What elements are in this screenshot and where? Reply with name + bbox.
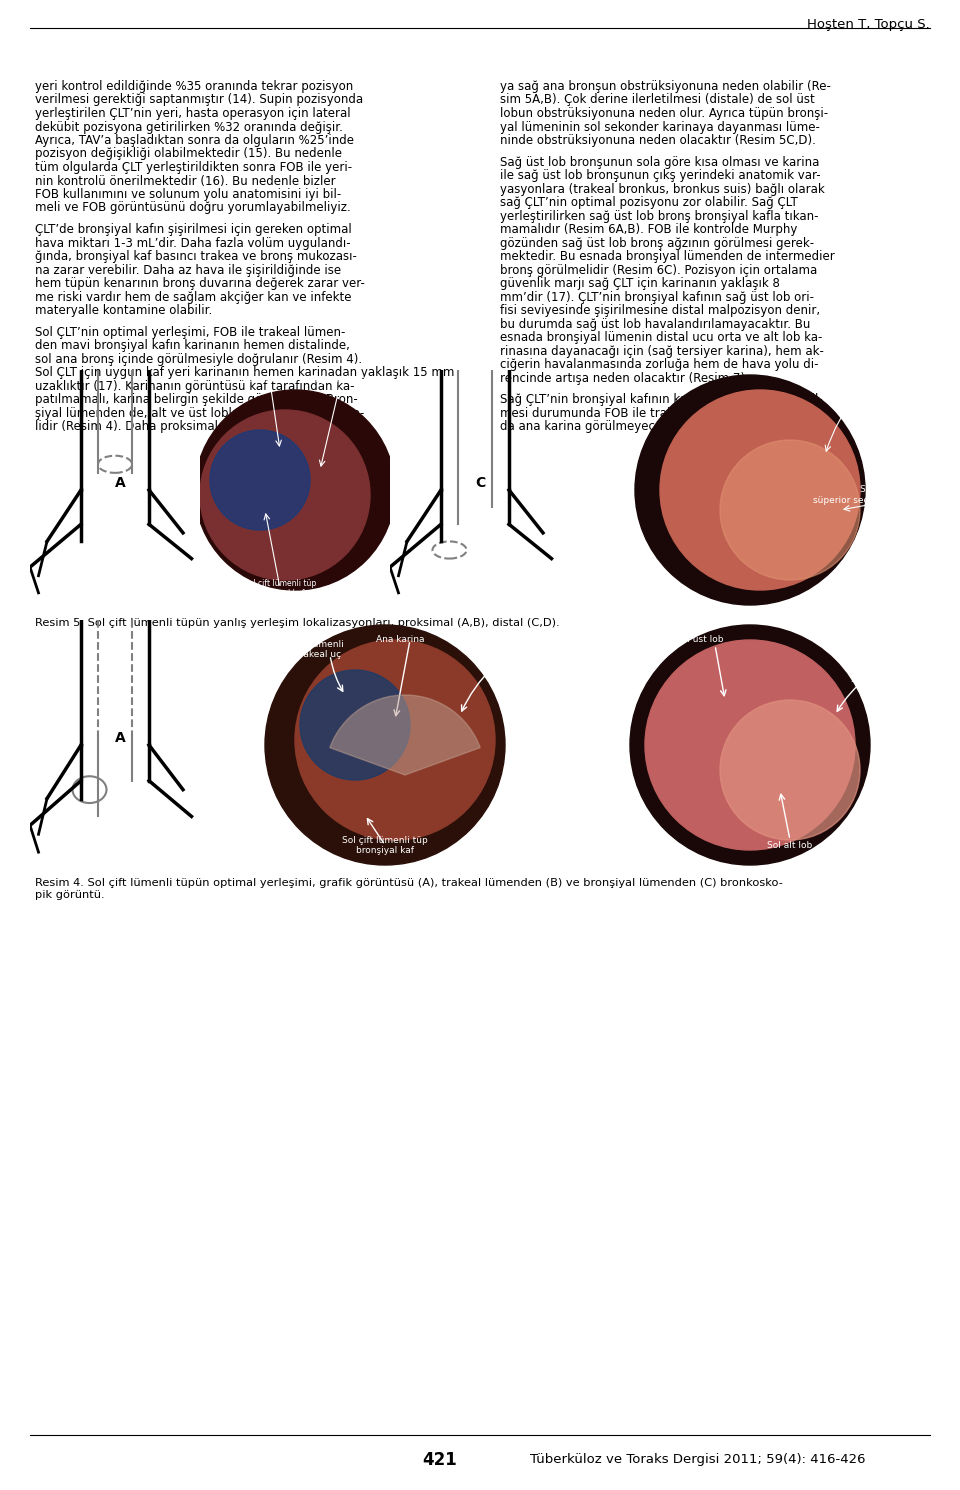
Text: yal lümeninin sol sekonder karinaya dayanması lüme-: yal lümeninin sol sekonder karinaya daya…: [500, 121, 820, 134]
Circle shape: [295, 641, 495, 840]
Text: A: A: [115, 732, 126, 745]
Text: esnada bronşiyal lümenin distal ucu orta ve alt lob ka-: esnada bronşiyal lümenin distal ucu orta…: [500, 331, 823, 344]
Text: D: D: [570, 586, 582, 600]
Circle shape: [200, 410, 370, 580]
Text: den mavi bronşiyal kafın karinanın hemen distalinde,: den mavi bronşiyal kafın karinanın hemen…: [35, 340, 349, 352]
Text: yerleştirilen ÇLT’nin yeri, hasta operasyon için lateral: yerleştirilen ÇLT’nin yeri, hasta operas…: [35, 107, 350, 121]
Text: tüm olgularda ÇLT yerleştirildikten sonra FOB ile yeri-: tüm olgularda ÇLT yerleştirildikten sonr…: [35, 161, 352, 174]
Text: Sol alt lob
süperior segmentler: Sol alt lob süperior segmentler: [813, 486, 905, 505]
Text: Sol alt lob
bazal segmentler: Sol alt lob bazal segmentler: [830, 380, 909, 399]
Text: Sol sekonder
karina: Sol sekonder karina: [851, 675, 909, 694]
Text: Sol çift lümenli tüp
bronşiyal kaf: Sol çift lümenli tüp bronşiyal kaf: [342, 836, 428, 855]
Circle shape: [195, 390, 395, 590]
Text: Sağ ana bronş: Sağ ana bronş: [310, 375, 371, 384]
Text: Tüberküloz ve Toraks Dergisi 2011; 59(4): 416-426: Tüberküloz ve Toraks Dergisi 2011; 59(4)…: [530, 1454, 866, 1466]
Text: me riski vardır hem de sağlam akçiğer kan ve infekte: me riski vardır hem de sağlam akçiğer ka…: [35, 291, 351, 304]
Text: C: C: [475, 475, 485, 490]
Text: sol ana bronş içinde görülmesiyle doğrulanır (Resim 4).: sol ana bronş içinde görülmesiyle doğrul…: [35, 353, 362, 365]
Text: pozisyon değişikliği olabilmektedir (15). Bu nedenle: pozisyon değişikliği olabilmektedir (15)…: [35, 148, 342, 161]
Text: Ana karina: Ana karina: [237, 375, 282, 384]
Text: mm’dir (17). ÇLT’nin bronşiyal kafının sağ üst lob ori-: mm’dir (17). ÇLT’nin bronşiyal kafının s…: [500, 291, 814, 304]
Circle shape: [660, 390, 860, 590]
Text: ğında, bronşiyal kaf basıncı trakea ve bronş mukozası-: ğında, bronşiyal kaf basıncı trakea ve b…: [35, 250, 357, 264]
Text: yeri kontrol edildiğinde %35 oranında tekrar pozisyon: yeri kontrol edildiğinde %35 oranında te…: [35, 80, 353, 92]
Circle shape: [210, 431, 310, 530]
Text: hava miktarı 1-3 mL’dir. Daha fazla volüm uygulandı-: hava miktarı 1-3 mL’dir. Daha fazla volü…: [35, 237, 350, 250]
Text: materyalle kontamine olabilir.: materyalle kontamine olabilir.: [35, 304, 212, 317]
Text: mektedir. Bu esnada bronşiyal lümenden de intermedier: mektedir. Bu esnada bronşiyal lümenden d…: [500, 250, 835, 264]
Text: B: B: [210, 586, 221, 600]
Text: şiyal lümenden de, alt ve üst lobların orifisleri görülme-: şiyal lümenden de, alt ve üst lobların o…: [35, 407, 364, 420]
Text: yerleştirilirken sağ üst lob bronş bronşiyal kafla tıkan-: yerleştirilirken sağ üst lob bronş bronş…: [500, 210, 819, 222]
Text: na zarar verebilir. Daha az hava ile şişirildiğinde ise: na zarar verebilir. Daha az hava ile şiş…: [35, 264, 341, 277]
Text: ninde obstrüksiyonuna neden olacaktır (Resim 5C,D).: ninde obstrüksiyonuna neden olacaktır (R…: [500, 134, 816, 148]
Text: Sol üst lob: Sol üst lob: [676, 635, 724, 644]
Text: gözünden sağ üst lob bronş ağzının görülmesi gerek-: gözünden sağ üst lob bronş ağzının görül…: [500, 237, 814, 250]
Text: Resim 4. Sol çift lümenli tüpün optimal yerleşimi, grafik görüntüsü (A), trakeal: Resim 4. Sol çift lümenli tüpün optimal …: [35, 878, 782, 900]
Text: meli ve FOB görüntüsünü doğru yorumlayabilmeliyiz.: meli ve FOB görüntüsünü doğru yorumlayab…: [35, 201, 350, 215]
Text: Sol bronşiyal tüp
....distal uç: Sol bronşiyal tüp ....distal uç: [834, 635, 910, 654]
Circle shape: [720, 440, 860, 580]
Circle shape: [265, 624, 505, 866]
Circle shape: [645, 641, 855, 849]
Text: ya sağ ana bronşun obstrüksiyonuna neden olabilir (Re-: ya sağ ana bronşun obstrüksiyonuna neden…: [500, 80, 830, 92]
Text: 421: 421: [422, 1451, 457, 1469]
Text: bu durumda sağ üst lob havalandırılamayacaktır. Bu: bu durumda sağ üst lob havalandırılamaya…: [500, 317, 810, 331]
Circle shape: [720, 700, 860, 840]
Text: rinasına dayanacağı için (sağ tersiyer karina), hem ak-: rinasına dayanacağı için (sağ tersiyer k…: [500, 344, 824, 358]
Text: güvenlik marjı sağ ÇLT için karinanın yaklaşık 8: güvenlik marjı sağ ÇLT için karinanın ya…: [500, 277, 780, 291]
Text: mesi durumunda FOB ile trakeal lümenden bakıldığın-: mesi durumunda FOB ile trakeal lümenden …: [500, 407, 820, 420]
Text: ÇLT’de bronşiyal kafın şişirilmesi için gereken optimal: ÇLT’de bronşiyal kafın şişirilmesi için …: [35, 224, 351, 235]
Text: Sol alt lob: Sol alt lob: [767, 840, 812, 849]
Text: Ayrıca, TAV’a başladıktan sonra da olguların %25’inde: Ayrıca, TAV’a başladıktan sonra da olgul…: [35, 134, 354, 148]
Text: ile sağ üst lob bronşunun çıkş yerindeki anatomik var-: ile sağ üst lob bronşunun çıkş yerindeki…: [500, 168, 821, 182]
Text: uzaklıktır (17). Karinanın görüntüsü kaf tarafından ka-: uzaklıktır (17). Karinanın görüntüsü kaf…: [35, 380, 354, 393]
Text: nin kontrolü önerilmektedir (16). Bu nedenle bizler: nin kontrolü önerilmektedir (16). Bu ned…: [35, 174, 336, 188]
Text: Hoşten T, Topçu S.: Hoşten T, Topçu S.: [807, 18, 930, 31]
Text: Sol çift lümenli
tüp trakeal uç: Sol çift lümenli tüp trakeal uç: [276, 641, 344, 660]
Text: Sol çift lümenli tüp
bronşiyal kaf: Sol çift lümenli tüp bronşiyal kaf: [244, 578, 316, 597]
Text: Sağ ÇLT’nin bronşiyal kafının karina seviyesinde şişiril-: Sağ ÇLT’nin bronşiyal kafının karina sev…: [500, 393, 823, 407]
Text: Sol ÇLT’nin optimal yerleşimi, FOB ile trakeal lümen-: Sol ÇLT’nin optimal yerleşimi, FOB ile t…: [35, 326, 346, 338]
Text: ciğerin havalanmasında zorluğa hem de hava yolu di-: ciğerin havalanmasında zorluğa hem de ha…: [500, 358, 819, 371]
Text: sim 5A,B). Çok derine ilerletilmesi (distale) de sol üst: sim 5A,B). Çok derine ilerletilmesi (dis…: [500, 94, 815, 106]
Text: Sol ÇLT için uygun kaf yeri karinanın hemen karinadan yaklaşık 15 mm: Sol ÇLT için uygun kaf yeri karinanın he…: [35, 367, 454, 378]
Text: Sağ ana bronş: Sağ ana bronş: [478, 660, 542, 669]
Text: C: C: [585, 846, 595, 860]
Text: da ana karina görülmeyecektir, hastaya pozisyon veril-: da ana karina görülmeyecektir, hastaya p…: [500, 420, 827, 434]
Wedge shape: [330, 694, 480, 775]
Text: FOB kullanımını ve solunum yolu anatomisini iyi bil-: FOB kullanımını ve solunum yolu anatomis…: [35, 188, 341, 201]
Text: mamalıdır (Resim 6A,B). FOB ile kontrolde Murphy: mamalıdır (Resim 6A,B). FOB ile kontrold…: [500, 224, 798, 235]
Text: Ana karina: Ana karina: [375, 635, 424, 644]
Circle shape: [635, 375, 865, 605]
Text: bronş görülmelidir (Resim 6C). Pozisyon için ortalama: bronş görülmelidir (Resim 6C). Pozisyon …: [500, 264, 817, 277]
Circle shape: [630, 624, 870, 866]
Text: verilmesi gerektiği saptanmıştır (14). Supin pozisyonda: verilmesi gerektiği saptanmıştır (14). S…: [35, 94, 363, 106]
Text: lobun obstrüksiyonuna neden olur. Ayrıca tüpün bronşi-: lobun obstrüksiyonuna neden olur. Ayrıca…: [500, 107, 828, 121]
Text: patılmamalı, karina belirgin şekilde görülmelidir. Bron-: patılmamalı, karina belirgin şekilde gör…: [35, 393, 358, 407]
Text: dekübit pozisyona getirilirken %32 oranında değişir.: dekübit pozisyona getirilirken %32 oranı…: [35, 121, 343, 134]
Text: B: B: [215, 846, 226, 860]
Text: sağ ÇLT’nin optimal pozisyonu zor olabilir. Sağ ÇLT: sağ ÇLT’nin optimal pozisyonu zor olabil…: [500, 197, 798, 209]
Text: hem tüpün kenarının bronş duvarına değerek zarar ver-: hem tüpün kenarının bronş duvarına değer…: [35, 277, 365, 291]
Text: fisi seviyesinde şişirilmesine distal malpozisyon denir,: fisi seviyesinde şişirilmesine distal ma…: [500, 304, 820, 317]
Text: lidir (Resim 4). Daha proksimalde olması trakeanın ve-: lidir (Resim 4). Daha proksimalde olması…: [35, 420, 358, 434]
Text: Resim 5. Sol çift lümenli tüpün yanlış yerleşim lokalizasyonları, proksimal (A,B: Resim 5. Sol çift lümenli tüpün yanlış y…: [35, 618, 560, 627]
Text: Sağ üst lob bronşunun sola göre kısa olması ve karina: Sağ üst lob bronşunun sola göre kısa olm…: [500, 155, 820, 168]
Text: A: A: [115, 475, 126, 490]
Text: rencinde artışa neden olacaktır (Resim 7).: rencinde artışa neden olacaktır (Resim 7…: [500, 371, 749, 384]
Text: yasyonlara (trakeal bronkus, bronkus suis) bağlı olarak: yasyonlara (trakeal bronkus, bronkus sui…: [500, 183, 825, 195]
Circle shape: [300, 670, 410, 779]
